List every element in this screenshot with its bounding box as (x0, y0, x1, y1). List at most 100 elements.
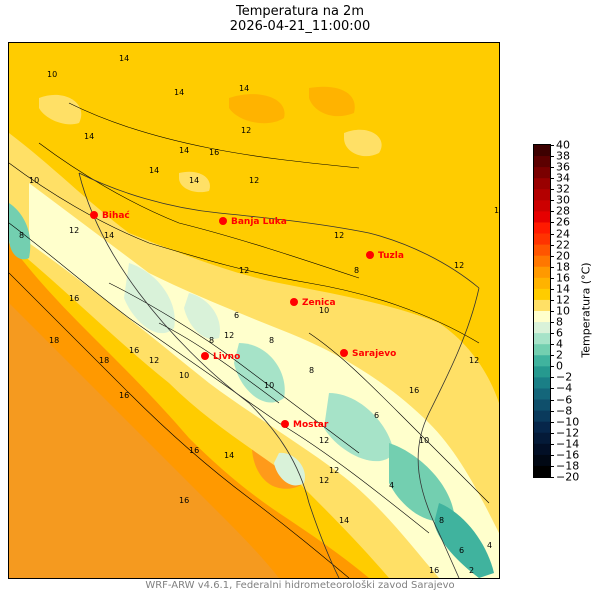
contour-label: 12 (241, 126, 251, 135)
contour-label: 10 (419, 436, 429, 445)
map-title: Temperatura na 2m (235, 4, 364, 19)
warm-patch (309, 86, 355, 117)
colorbar-segment (534, 355, 550, 367)
colorbar-segment (534, 167, 550, 179)
contour-label: 12 (319, 476, 329, 485)
contour-label: 14 (189, 176, 199, 185)
colorbar-tick-mark (550, 145, 554, 146)
contour-label: 14 (494, 206, 499, 215)
contour-label: 8 (209, 336, 214, 345)
colorbar-tick-mark (550, 388, 554, 390)
colorbar-segment (534, 288, 550, 301)
colorbar-tick-mark (550, 288, 554, 290)
contour-label: 12 (319, 436, 329, 445)
colorbar-tick-mark (550, 244, 554, 246)
colorbar-tick-label: 30 (556, 193, 570, 207)
temperature-map: 10 14 14 14 12 14 14 16 14 12 10 8 12 14 16 16 18 16 12 10 8… (8, 42, 500, 579)
colorbar-tick-label: −8 (556, 404, 573, 418)
contour-label: 10 (29, 176, 39, 185)
colorbar-tick-mark (550, 200, 554, 202)
cold-patch (184, 293, 220, 339)
footer-credit: WRF-ARW v4.6.1, Federalni hidrometeorolo… (145, 580, 455, 591)
contour-label: 12 (469, 356, 479, 365)
country-border (78, 172, 480, 578)
colorbar-segment (534, 299, 550, 312)
contour-label: 14 (179, 146, 189, 155)
contour-label: 6 (459, 546, 464, 555)
contour-label: 14 (239, 84, 249, 93)
contour-label: 16 (209, 148, 219, 157)
colorbar-tick-label: 22 (556, 238, 570, 252)
contour-label: 4 (389, 481, 394, 490)
cities: Bihać Banja Luka Tuzla Zenica Sarajevo Livno M… (90, 210, 404, 430)
cool-patch (344, 129, 382, 157)
warm-patch (229, 94, 285, 124)
colorbar-segment (534, 266, 550, 279)
colorbar-tick-mark (550, 322, 554, 324)
colorbar-tick-label: −4 (556, 381, 573, 395)
colorbar-tick-mark (550, 178, 554, 180)
cold-patch (389, 443, 454, 522)
colorbar-tick-label: 24 (556, 227, 570, 241)
city-marker (290, 298, 298, 306)
colorbar-tick-mark (550, 477, 554, 478)
colorbar-tick-mark (550, 443, 554, 445)
colorbar-label: Temperatura (°C) (579, 262, 593, 358)
colorbar-tick-label: 38 (556, 149, 570, 163)
city-marker (281, 420, 289, 428)
contour-label: 14 (84, 132, 94, 141)
contour-label: 8 (439, 516, 444, 525)
contour-label: 14 (104, 231, 114, 240)
colorbar-tick-mark (550, 410, 554, 412)
colorbar-tick-mark (550, 366, 554, 368)
contour-label: 12 (224, 331, 234, 340)
city-label: Banja Luka (231, 217, 287, 227)
city-label: Tuzla (378, 251, 404, 261)
colorbar-segment (534, 277, 550, 290)
colorbar-tick-mark (550, 233, 554, 235)
contour-label: 8 (309, 366, 314, 375)
colorbar-segment (534, 333, 550, 345)
contour-label: 14 (149, 166, 159, 175)
contour-label: 8 (269, 336, 274, 345)
colorbar-tick-label: 8 (556, 315, 563, 329)
colorbar-segment (534, 388, 550, 401)
colorbar-segment (534, 432, 550, 445)
contour-label: 12 (454, 261, 464, 270)
city-marker (340, 349, 348, 357)
colorbar-tick-label: −6 (556, 393, 573, 407)
colorbar-segment (534, 233, 550, 246)
colorbar-segment (534, 465, 550, 477)
contour-label: 14 (119, 54, 129, 63)
cool-patch (179, 171, 210, 193)
cold-patch (124, 263, 175, 334)
contour-label: 14 (224, 451, 234, 460)
city-marker (90, 211, 98, 219)
contour-label: 16 (409, 386, 419, 395)
city-label: Livno (213, 352, 240, 362)
colorbar-segment (534, 377, 550, 389)
contour-label: 2 (469, 566, 474, 575)
colorbar-tick-mark (550, 299, 554, 301)
colorbar-segment (534, 200, 550, 212)
colorbar-segment (534, 211, 550, 223)
contour-label: 8 (19, 231, 24, 240)
colorbar-tick-mark (550, 355, 554, 357)
colorbar-tick-label: 2 (556, 348, 563, 362)
colorbar-segment (534, 366, 550, 378)
colorbar-tick-label: 4 (556, 337, 563, 351)
contour-label: 12 (249, 176, 259, 185)
contour-label: 12 (329, 466, 339, 475)
contour-label: 14 (339, 516, 349, 525)
colorbar-tick-mark (550, 344, 554, 346)
colorbar-tick-label: 12 (556, 293, 570, 307)
contour-label: 16 (69, 294, 79, 303)
contour-label: 10 (47, 70, 57, 79)
colorbar-segment (534, 443, 550, 456)
colorbar-segment (534, 222, 550, 235)
contour-label: 12 (149, 356, 159, 365)
colorbar-tick-label: 10 (556, 304, 570, 318)
colorbar-tick-label: 26 (556, 215, 570, 229)
contour-label: 16 (189, 446, 199, 455)
city-marker (219, 217, 227, 225)
